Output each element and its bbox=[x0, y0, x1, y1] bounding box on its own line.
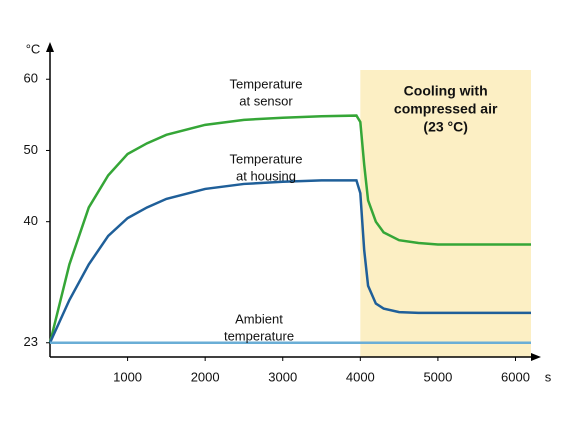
cooling-label: Cooling with bbox=[404, 83, 488, 99]
x-tick-label: 6000 bbox=[501, 369, 530, 384]
cooling-label: compressed air bbox=[394, 101, 498, 117]
x-tick-label: 4000 bbox=[346, 369, 375, 384]
y-tick-label: 50 bbox=[24, 142, 38, 157]
series-label: at sensor bbox=[239, 93, 293, 108]
x-arrow bbox=[531, 353, 541, 361]
y-tick-label: 23 bbox=[24, 334, 38, 349]
series-label: at housing bbox=[236, 168, 296, 183]
cooling-label: (23 °C) bbox=[423, 119, 468, 135]
x-unit: s bbox=[545, 369, 552, 384]
y-tick-label: 60 bbox=[24, 71, 38, 86]
series-label: temperature bbox=[224, 328, 294, 343]
y-unit: °C bbox=[26, 41, 41, 56]
x-tick-label: 3000 bbox=[268, 369, 297, 384]
x-tick-label: 5000 bbox=[423, 369, 452, 384]
y-arrow bbox=[46, 42, 54, 52]
series-label: Ambient bbox=[235, 311, 283, 326]
series-line bbox=[48, 114, 531, 344]
y-tick-label: 40 bbox=[24, 213, 38, 228]
series-label: Temperature bbox=[230, 151, 303, 166]
series-line bbox=[48, 179, 531, 344]
series-label: Temperature bbox=[230, 76, 303, 91]
x-tick-label: 2000 bbox=[191, 369, 220, 384]
x-tick-label: 1000 bbox=[113, 369, 142, 384]
